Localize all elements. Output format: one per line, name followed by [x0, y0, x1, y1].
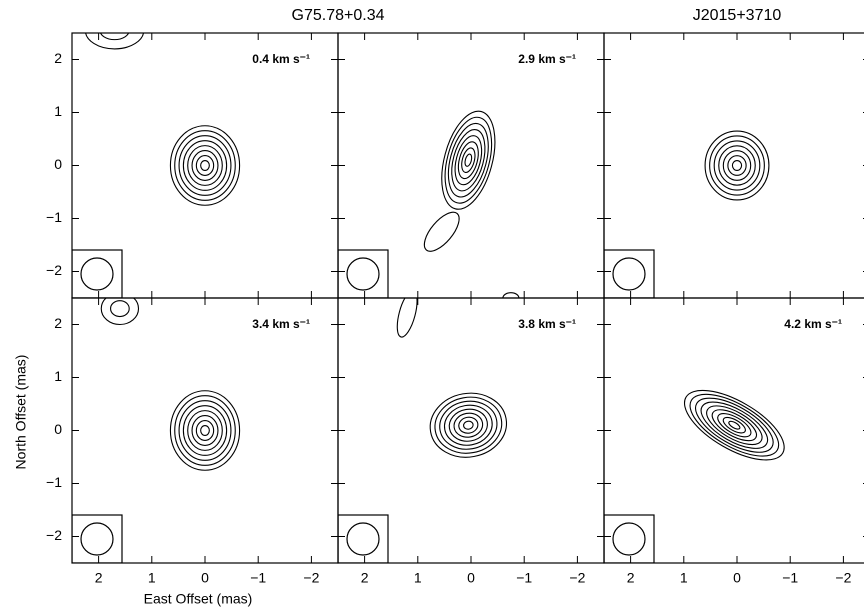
velocity-label: 0.4 km s⁻¹ [252, 52, 310, 66]
x-tick-label: −2 [569, 570, 585, 586]
beam-box [72, 250, 122, 298]
contour [464, 153, 473, 167]
x-tick-label: −1 [516, 570, 532, 586]
y-tick-label: 2 [54, 315, 62, 331]
beam [81, 523, 113, 555]
beam-box [338, 515, 388, 563]
contour [721, 414, 748, 436]
contour [85, 12, 144, 49]
contour [463, 420, 474, 429]
y-tick-label: 0 [54, 156, 62, 172]
y-tick-label: 1 [54, 368, 62, 384]
contour [179, 136, 231, 196]
panel [72, 293, 240, 563]
panel [604, 377, 795, 563]
y-tick-label: 2 [54, 50, 62, 66]
x-tick-label: 1 [680, 570, 688, 586]
beam [613, 523, 645, 555]
x-tick-label: 2 [627, 570, 635, 586]
contour [710, 136, 765, 195]
x-tick-label: 0 [467, 570, 475, 586]
panel [604, 131, 769, 298]
contour [719, 146, 755, 185]
contour [425, 387, 511, 463]
x-tick-label: 0 [201, 570, 209, 586]
contour [432, 105, 504, 215]
contour [179, 401, 231, 461]
contour [188, 411, 223, 451]
x-tick-label: −2 [303, 570, 319, 586]
title: J2015+3710 [693, 7, 782, 24]
velocity-label: 3.4 km s⁻¹ [252, 317, 310, 331]
contour [196, 156, 213, 176]
x-tick-label: 2 [95, 570, 103, 586]
contour [447, 406, 490, 444]
contour [170, 126, 239, 206]
contour [452, 411, 484, 439]
contour [458, 416, 480, 435]
contour [694, 393, 774, 458]
contour [183, 141, 226, 191]
panel-frame [72, 33, 338, 298]
contour [446, 126, 491, 195]
x-tick-label: −1 [782, 570, 798, 586]
velocity-label: 4.2 km s⁻¹ [784, 317, 842, 331]
contour [728, 156, 746, 176]
panel-frame [338, 33, 604, 298]
panel [338, 289, 512, 563]
contour [188, 146, 223, 186]
beam [613, 258, 645, 290]
contour [393, 289, 421, 339]
panel [338, 105, 519, 303]
x-tick-label: −1 [250, 570, 266, 586]
contour [201, 161, 210, 171]
page: G75.78+0.34 J2015+3710 East Offset (mas)… [0, 0, 864, 610]
beam [81, 258, 113, 290]
beam-box [72, 515, 122, 563]
beam-box [604, 515, 654, 563]
y-tick-label: −1 [46, 209, 62, 225]
contour [732, 161, 741, 171]
contour [674, 377, 795, 474]
beam-box [604, 250, 654, 298]
beam [347, 258, 379, 290]
beam [347, 523, 379, 555]
y-tick-label: −1 [46, 474, 62, 490]
panel-frame [604, 33, 864, 298]
x-tick-label: 1 [414, 570, 422, 586]
contour [714, 141, 760, 190]
contour [681, 382, 788, 468]
y-tick-label: −2 [46, 527, 62, 543]
x-tick-label: 0 [733, 570, 741, 586]
x-tick-label: −2 [835, 570, 851, 586]
contour [201, 426, 210, 436]
panel-frame [72, 298, 338, 563]
contour [183, 406, 226, 456]
contour [431, 392, 507, 458]
contour [455, 140, 482, 181]
title: G75.78+0.34 [292, 7, 385, 24]
beam-box [338, 250, 388, 298]
panel-frame [338, 298, 604, 563]
contour [111, 301, 130, 317]
x-tick-label: 1 [148, 570, 156, 586]
y-tick-label: 0 [54, 421, 62, 437]
y-tick-label: −2 [46, 262, 62, 278]
contour [701, 398, 768, 452]
contour [196, 421, 213, 441]
velocity-label: 2.9 km s⁻¹ [518, 52, 576, 66]
y-axis-label: North Offset (mas) [13, 355, 29, 470]
y-tick-label: 1 [54, 103, 62, 119]
velocity-label: 3.8 km s⁻¹ [518, 317, 576, 331]
figure: G75.78+0.34 J2015+3710 East Offset (mas)… [0, 0, 864, 610]
x-axis-label: East Offset (mas) [144, 591, 253, 607]
x-tick-label: 2 [361, 570, 369, 586]
contour [450, 133, 486, 188]
contour [418, 207, 465, 257]
contour [170, 391, 239, 471]
panel [72, 12, 240, 298]
contour [100, 21, 129, 40]
